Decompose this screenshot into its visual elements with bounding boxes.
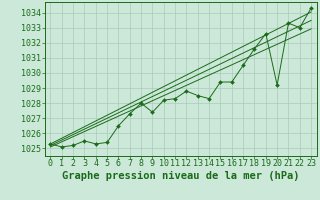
X-axis label: Graphe pression niveau de la mer (hPa): Graphe pression niveau de la mer (hPa) [62, 171, 300, 181]
